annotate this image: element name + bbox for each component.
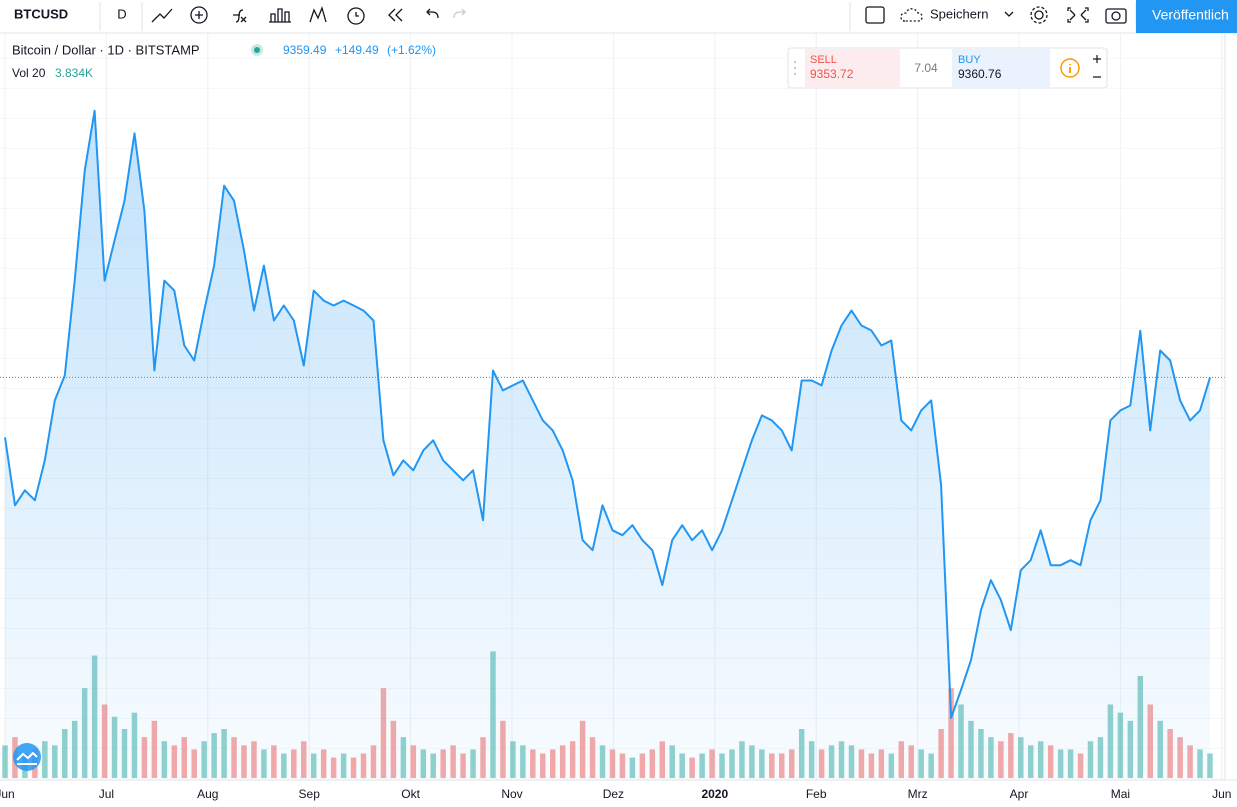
status-dot bbox=[254, 47, 260, 53]
toolbar bbox=[0, 0, 1237, 33]
last-price: 9359.49 bbox=[283, 43, 327, 57]
price-area bbox=[0, 109, 1225, 779]
x-tick-label: Feb bbox=[806, 787, 827, 801]
save-button[interactable]: Speichern bbox=[930, 6, 989, 21]
indicators-icon[interactable] bbox=[190, 6, 208, 24]
x-tick-label: Jun bbox=[0, 787, 15, 801]
x-tick-label: Mrz bbox=[908, 787, 928, 801]
settings-icon[interactable] bbox=[1034, 10, 1044, 20]
save-menu-icon[interactable] bbox=[1004, 11, 1014, 17]
undo-icon[interactable] bbox=[426, 8, 439, 19]
chart-type-icon[interactable] bbox=[151, 8, 173, 23]
interval[interactable]: D bbox=[117, 6, 126, 21]
fx-icon[interactable] bbox=[233, 9, 247, 23]
layout-icon[interactable] bbox=[865, 6, 885, 24]
price-area-fill bbox=[5, 110, 1210, 779]
toolbar-icons bbox=[151, 5, 1127, 25]
x-tick-label: 2020 bbox=[701, 787, 728, 801]
volume-label: Vol 20 bbox=[12, 66, 46, 80]
buy-button[interactable] bbox=[952, 49, 1050, 87]
buy-price[interactable]: 9360.76 bbox=[958, 67, 1002, 81]
symbol[interactable]: BTCUSD bbox=[14, 6, 68, 21]
x-tick-label: Mai bbox=[1111, 787, 1130, 801]
x-tick-label: Apr bbox=[1010, 787, 1029, 801]
buy-label[interactable]: BUY bbox=[958, 54, 981, 66]
compare-icon[interactable] bbox=[269, 8, 291, 23]
x-tick-label: Dez bbox=[603, 787, 624, 801]
info-icon[interactable] bbox=[1060, 58, 1080, 78]
x-tick-label: Okt bbox=[401, 787, 420, 801]
volume-value: 3.834K bbox=[55, 66, 93, 80]
logo-glyph bbox=[16, 751, 38, 765]
redo-icon[interactable] bbox=[453, 8, 466, 19]
alert-icon[interactable] bbox=[347, 7, 365, 25]
time-scale: Jun Jul Aug Sep Okt Nov Dez 2020 Feb Mrz Apr Mai Jun bbox=[0, 787, 1231, 801]
x-tick-label: Nov bbox=[501, 787, 522, 801]
price-change: +149.49 bbox=[335, 43, 379, 57]
publish-label[interactable]: Veröffentlich bbox=[1152, 7, 1229, 23]
publish-button[interactable] bbox=[1136, 0, 1237, 33]
x-tick-label: Sep bbox=[299, 787, 321, 801]
x-tick-label: Aug bbox=[197, 787, 218, 801]
fullscreen-icon[interactable] bbox=[1067, 7, 1089, 23]
spread: 7.04 bbox=[914, 61, 938, 75]
templates-icon[interactable] bbox=[309, 5, 327, 23]
series-title: Bitcoin / Dollar · 1D · BITSTAMP bbox=[12, 42, 200, 57]
drag-handle bbox=[794, 61, 796, 75]
sell-label[interactable]: SELL bbox=[810, 54, 837, 66]
x-tick-label: Jul bbox=[99, 787, 114, 801]
x-tick-label: Jun bbox=[1212, 787, 1231, 801]
price-change-pct: (+1.62%) bbox=[387, 43, 436, 57]
sell-button[interactable] bbox=[805, 49, 900, 87]
snapshot-icon[interactable] bbox=[1105, 8, 1127, 24]
quantity-buttons[interactable] bbox=[1093, 55, 1101, 78]
sell-price[interactable]: 9353.72 bbox=[810, 67, 854, 81]
replay-icon[interactable] bbox=[388, 8, 403, 22]
price-line bbox=[4, 109, 1211, 719]
